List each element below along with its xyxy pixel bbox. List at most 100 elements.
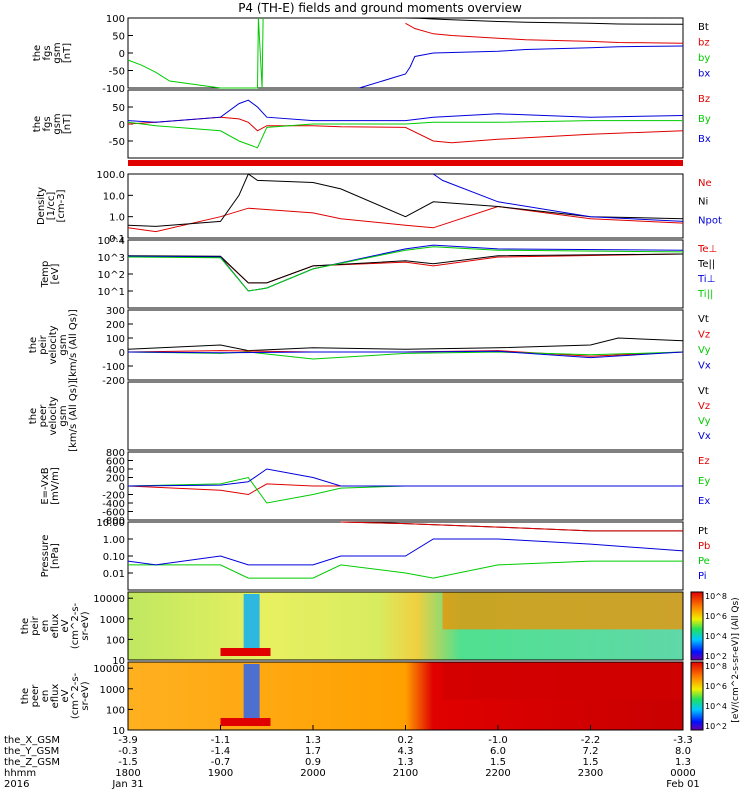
series-label: Vx [698, 431, 711, 442]
y-axis-label: fgs [42, 45, 53, 60]
y-axis-label: (cm^2-s- [70, 672, 81, 719]
series-label: Pe [698, 556, 710, 567]
heatmap-feature [220, 648, 271, 656]
y-axis-label: peer [38, 404, 49, 428]
x-row-name: the_Z_GSM [4, 757, 60, 768]
series-label: Ez [698, 456, 710, 467]
series-line-Vt [127, 337, 684, 352]
y-tick-label: 300 [106, 306, 125, 317]
series-line-Vy [127, 351, 684, 360]
panel-frame [127, 591, 684, 661]
series-line-Ex [127, 468, 683, 487]
x-row-value: -1.5 [118, 757, 138, 768]
x-row-value: -0.3 [118, 746, 138, 757]
date-year: 2016 [4, 779, 29, 790]
series-label: Vy [698, 345, 711, 356]
series-label: Pt [698, 526, 708, 537]
y-tick-label: 10 [112, 656, 125, 667]
panel-temp: 10^4 10^3 10^2 10^1 Temp [eV] Te⊥ Te|| Ti⊥ Ti|| [40, 236, 717, 309]
colorbar-tick: 10^8 [705, 592, 727, 601]
y-axis-label: [nPa] [50, 543, 61, 569]
colorbar [690, 591, 704, 661]
y-axis-label: [1/cc] [46, 192, 57, 221]
y-axis-label: Pressure [40, 535, 51, 578]
x-row-value: -1.4 [211, 746, 231, 757]
series-line-Te⊥ [128, 253, 684, 284]
y-tick-label: 0 [119, 120, 125, 131]
series-line-Ni [127, 173, 684, 227]
y-tick-label: 200 [106, 320, 125, 331]
y-tick-label: -200 [102, 376, 125, 387]
colorbar-tick: 10^6 [705, 612, 727, 621]
y-tick-label: 10000 [93, 664, 125, 675]
series-line-Ne [127, 205, 684, 233]
x-row-value: 1.3 [305, 735, 321, 746]
x-row-name: the_Y_GSM [4, 746, 59, 757]
y-tick-label: 600 [106, 457, 125, 468]
panel-peer_velocity: the peer velocity gsm [km/s (All Qs)] Vt Vz Vy V… [28, 380, 711, 452]
series-line-by [127, 17, 264, 89]
series-line-bz [405, 22, 684, 44]
x-axis: the_X_GSM -3.9 -1.1 1.3 0.2 -1.0 -2.2 -3.3 the_Y… [4, 725, 700, 790]
y-tick-label: -50 [109, 67, 125, 78]
y-tick-label: 0.01 [103, 569, 125, 580]
colorbars: 10^810^610^410^210^810^610^410^2[eV/(cm^… [690, 591, 741, 731]
series-line-Ti⊥ [127, 244, 684, 292]
x-row-value: 0.9 [305, 757, 321, 768]
series-label: Vz [698, 401, 710, 412]
series-line-Pi [127, 538, 684, 566]
series-label: Npot [698, 215, 722, 226]
x-row-value: 2000 [300, 768, 325, 779]
y-tick-label: 10^3 [98, 253, 125, 264]
y-axis-label: peer [30, 684, 41, 708]
series-line-bx [359, 45, 684, 89]
y-axis-label: Density [36, 187, 47, 225]
series-line-By [127, 120, 683, 149]
heatmap-feature [442, 662, 683, 700]
y-tick-label: 0 [119, 49, 125, 60]
y-axis-label: eflux [50, 684, 61, 709]
y-tick-label: 100 [106, 635, 125, 646]
x-row-value: 1.7 [305, 746, 321, 757]
panel-density: 100.0 10.0 1.0 0.1 Density [1/cc] [cm-3] Ne Ni Np… [36, 170, 722, 245]
figure-title: P4 (TH-E) fields and ground moments over… [238, 1, 522, 15]
panel-peer_eflux: 10000 1000 100 10 the peer en eflux eV (cm^2-s-sr… [20, 661, 684, 737]
x-row-value: -2.2 [581, 735, 601, 746]
x-row-name: the_X_GSM [4, 735, 60, 746]
y-axis-label: gsm [52, 113, 63, 134]
series-label: Vt [698, 314, 709, 325]
series-label: Te|| [697, 259, 715, 270]
colorbar-tick: 10^4 [705, 632, 727, 641]
panel-peir_velocity: 300 200 100 0 -100 -200 the peir velocity gsm [km/… [28, 306, 711, 387]
y-axis-label: peir [30, 615, 41, 635]
y-tick-label: 50 [112, 103, 125, 114]
series-line-Bz [127, 116, 684, 144]
y-tick-label: 100.0 [96, 170, 125, 181]
y-tick-label: -400 [102, 499, 125, 510]
y-axis-label: gsm [58, 405, 69, 426]
y-tick-label: 10^1 [98, 287, 125, 298]
date-start: Jan 31 [111, 779, 143, 790]
y-tick-label: 400 [106, 465, 125, 476]
y-axis-label: [nT] [62, 43, 73, 63]
series-line-Pe [128, 560, 683, 579]
series-label: by [698, 53, 710, 64]
colorbar-label: [eV/(cm^2-s-sr-eV)] (All Qs) [731, 597, 741, 722]
y-axis-label: the [32, 116, 43, 132]
y-axis-label: the [28, 408, 39, 424]
panel-frame [127, 17, 684, 89]
y-tick-label: 10^4 [98, 236, 125, 247]
y-tick-label: -50 [109, 137, 125, 148]
y-axis-label: [mV/m] [50, 467, 61, 505]
y-tick-label: 0 [119, 482, 125, 493]
y-tick-label: 10^2 [98, 270, 125, 281]
x-row-value: 4.3 [398, 746, 414, 757]
colorbar-tick: 10^4 [705, 702, 727, 711]
x-row-value: 7.2 [583, 746, 599, 757]
series-label: bz [698, 38, 710, 49]
y-tick-label: 100 [106, 705, 125, 716]
y-axis-label: peir [38, 334, 49, 354]
x-row-value: -1.1 [211, 735, 231, 746]
